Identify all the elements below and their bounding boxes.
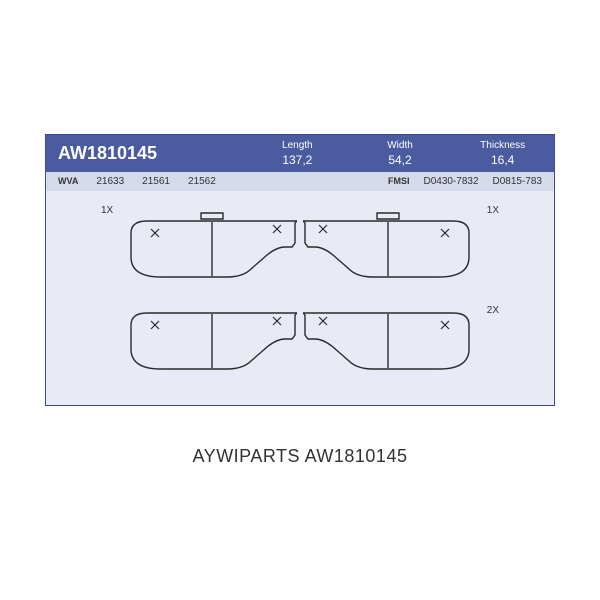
card-header: AW1810145 Length 137,2 Width 54,2 Thickn… [46, 135, 554, 172]
brake-pad-icon [303, 311, 473, 375]
spec-label: Width [387, 140, 413, 151]
part-number: AW1810145 [46, 135, 246, 172]
specs-group: Length 137,2 Width 54,2 Thickness 16,4 [246, 135, 554, 172]
codes-left-label: WVA [58, 176, 78, 186]
codes-right-label: FMSI [388, 176, 410, 186]
codes-row: WVA 21633 21561 21562 FMSI D0430-7832 D0… [46, 172, 554, 191]
code-item: D0815-783 [493, 176, 542, 187]
pad-row-2: 2X [127, 311, 473, 375]
spec-length: Length 137,2 [246, 135, 349, 172]
code-item: D0430-7832 [423, 176, 478, 187]
diagram-area: 1X [46, 191, 554, 405]
spec-value: 54,2 [388, 153, 411, 167]
spec-label: Thickness [480, 140, 525, 151]
brake-pad-icon [127, 311, 297, 375]
footer-brand: AYWIPARTS [193, 446, 301, 466]
codes-right-group: FMSI D0430-7832 D0815-783 [388, 176, 542, 187]
footer-caption: AYWIPARTS AW1810145 [193, 446, 408, 467]
qty-label: 1X [101, 205, 113, 216]
spec-width: Width 54,2 [349, 135, 452, 172]
spec-value: 16,4 [491, 153, 514, 167]
spec-label: Length [282, 140, 313, 151]
qty-label: 2X [487, 305, 499, 316]
footer-code: AW1810145 [305, 446, 408, 466]
product-card: AW1810145 Length 137,2 Width 54,2 Thickn… [45, 134, 555, 406]
brake-pad-icon [303, 211, 473, 283]
qty-label: 1X [487, 205, 499, 216]
spec-thickness: Thickness 16,4 [451, 135, 554, 172]
code-item: 21561 [142, 176, 170, 187]
spec-value: 137,2 [282, 153, 312, 167]
code-item: 21633 [96, 176, 124, 187]
brake-pad-icon [127, 211, 297, 283]
code-item: 21562 [188, 176, 216, 187]
pad-row-1: 1X [127, 211, 473, 283]
